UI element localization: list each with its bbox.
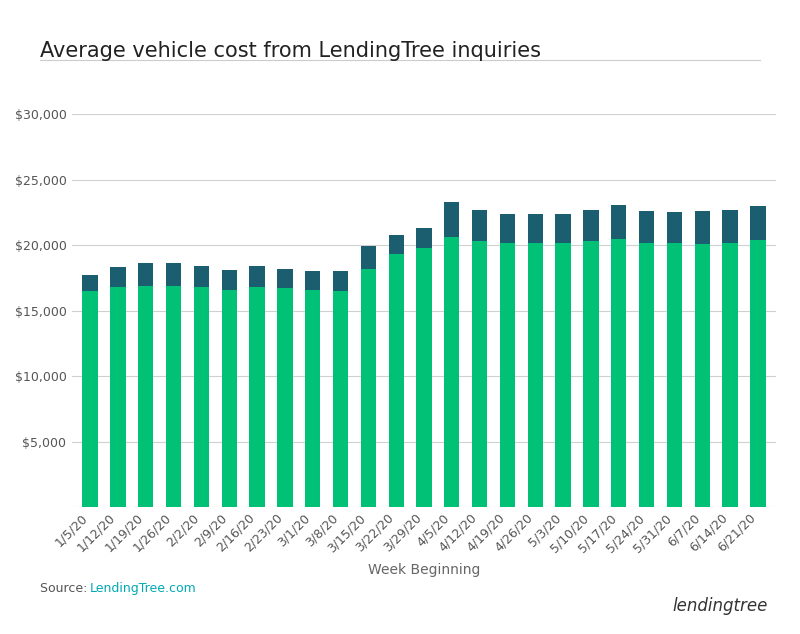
Bar — [278, 269, 293, 288]
Bar — [166, 286, 182, 507]
Bar — [639, 243, 654, 507]
Bar — [166, 264, 182, 286]
Text: Average vehicle cost from LendingTree inquiries: Average vehicle cost from LendingTree in… — [40, 41, 541, 61]
Bar — [666, 212, 682, 243]
Text: lendingtree: lendingtree — [673, 597, 768, 615]
Bar — [333, 271, 348, 291]
Bar — [222, 270, 237, 290]
Bar — [416, 248, 432, 507]
Bar — [110, 268, 126, 287]
Text: Source:: Source: — [40, 581, 91, 595]
Bar — [305, 271, 320, 290]
Bar — [110, 287, 126, 507]
Text: LendingTree.com: LendingTree.com — [90, 581, 196, 595]
Bar — [138, 286, 154, 507]
Bar — [583, 241, 598, 507]
Bar — [722, 243, 738, 507]
Bar — [528, 214, 543, 243]
Bar — [444, 237, 459, 507]
Bar — [611, 205, 626, 238]
Bar — [639, 211, 654, 243]
Bar — [361, 269, 376, 507]
Bar — [250, 287, 265, 507]
Bar — [500, 243, 515, 507]
Bar — [472, 241, 487, 507]
Bar — [416, 228, 432, 248]
Bar — [444, 202, 459, 237]
Bar — [389, 235, 404, 254]
Bar — [500, 214, 515, 243]
Bar — [278, 288, 293, 507]
Bar — [555, 214, 570, 243]
Bar — [333, 291, 348, 507]
Bar — [722, 210, 738, 243]
Bar — [750, 206, 766, 240]
Bar — [666, 243, 682, 507]
Bar — [389, 254, 404, 507]
Bar — [222, 290, 237, 507]
Bar — [555, 243, 570, 507]
Bar — [750, 240, 766, 507]
X-axis label: Week Beginning: Week Beginning — [368, 563, 480, 577]
Bar — [583, 210, 598, 241]
Bar — [138, 264, 154, 286]
Bar — [694, 211, 710, 244]
Bar — [194, 287, 209, 507]
Bar — [250, 266, 265, 287]
Bar — [82, 291, 98, 507]
Bar — [528, 243, 543, 507]
Bar — [361, 247, 376, 269]
Bar — [611, 238, 626, 507]
Bar — [305, 290, 320, 507]
Bar — [82, 275, 98, 291]
Bar — [694, 244, 710, 507]
Bar — [472, 210, 487, 241]
Bar — [194, 266, 209, 287]
